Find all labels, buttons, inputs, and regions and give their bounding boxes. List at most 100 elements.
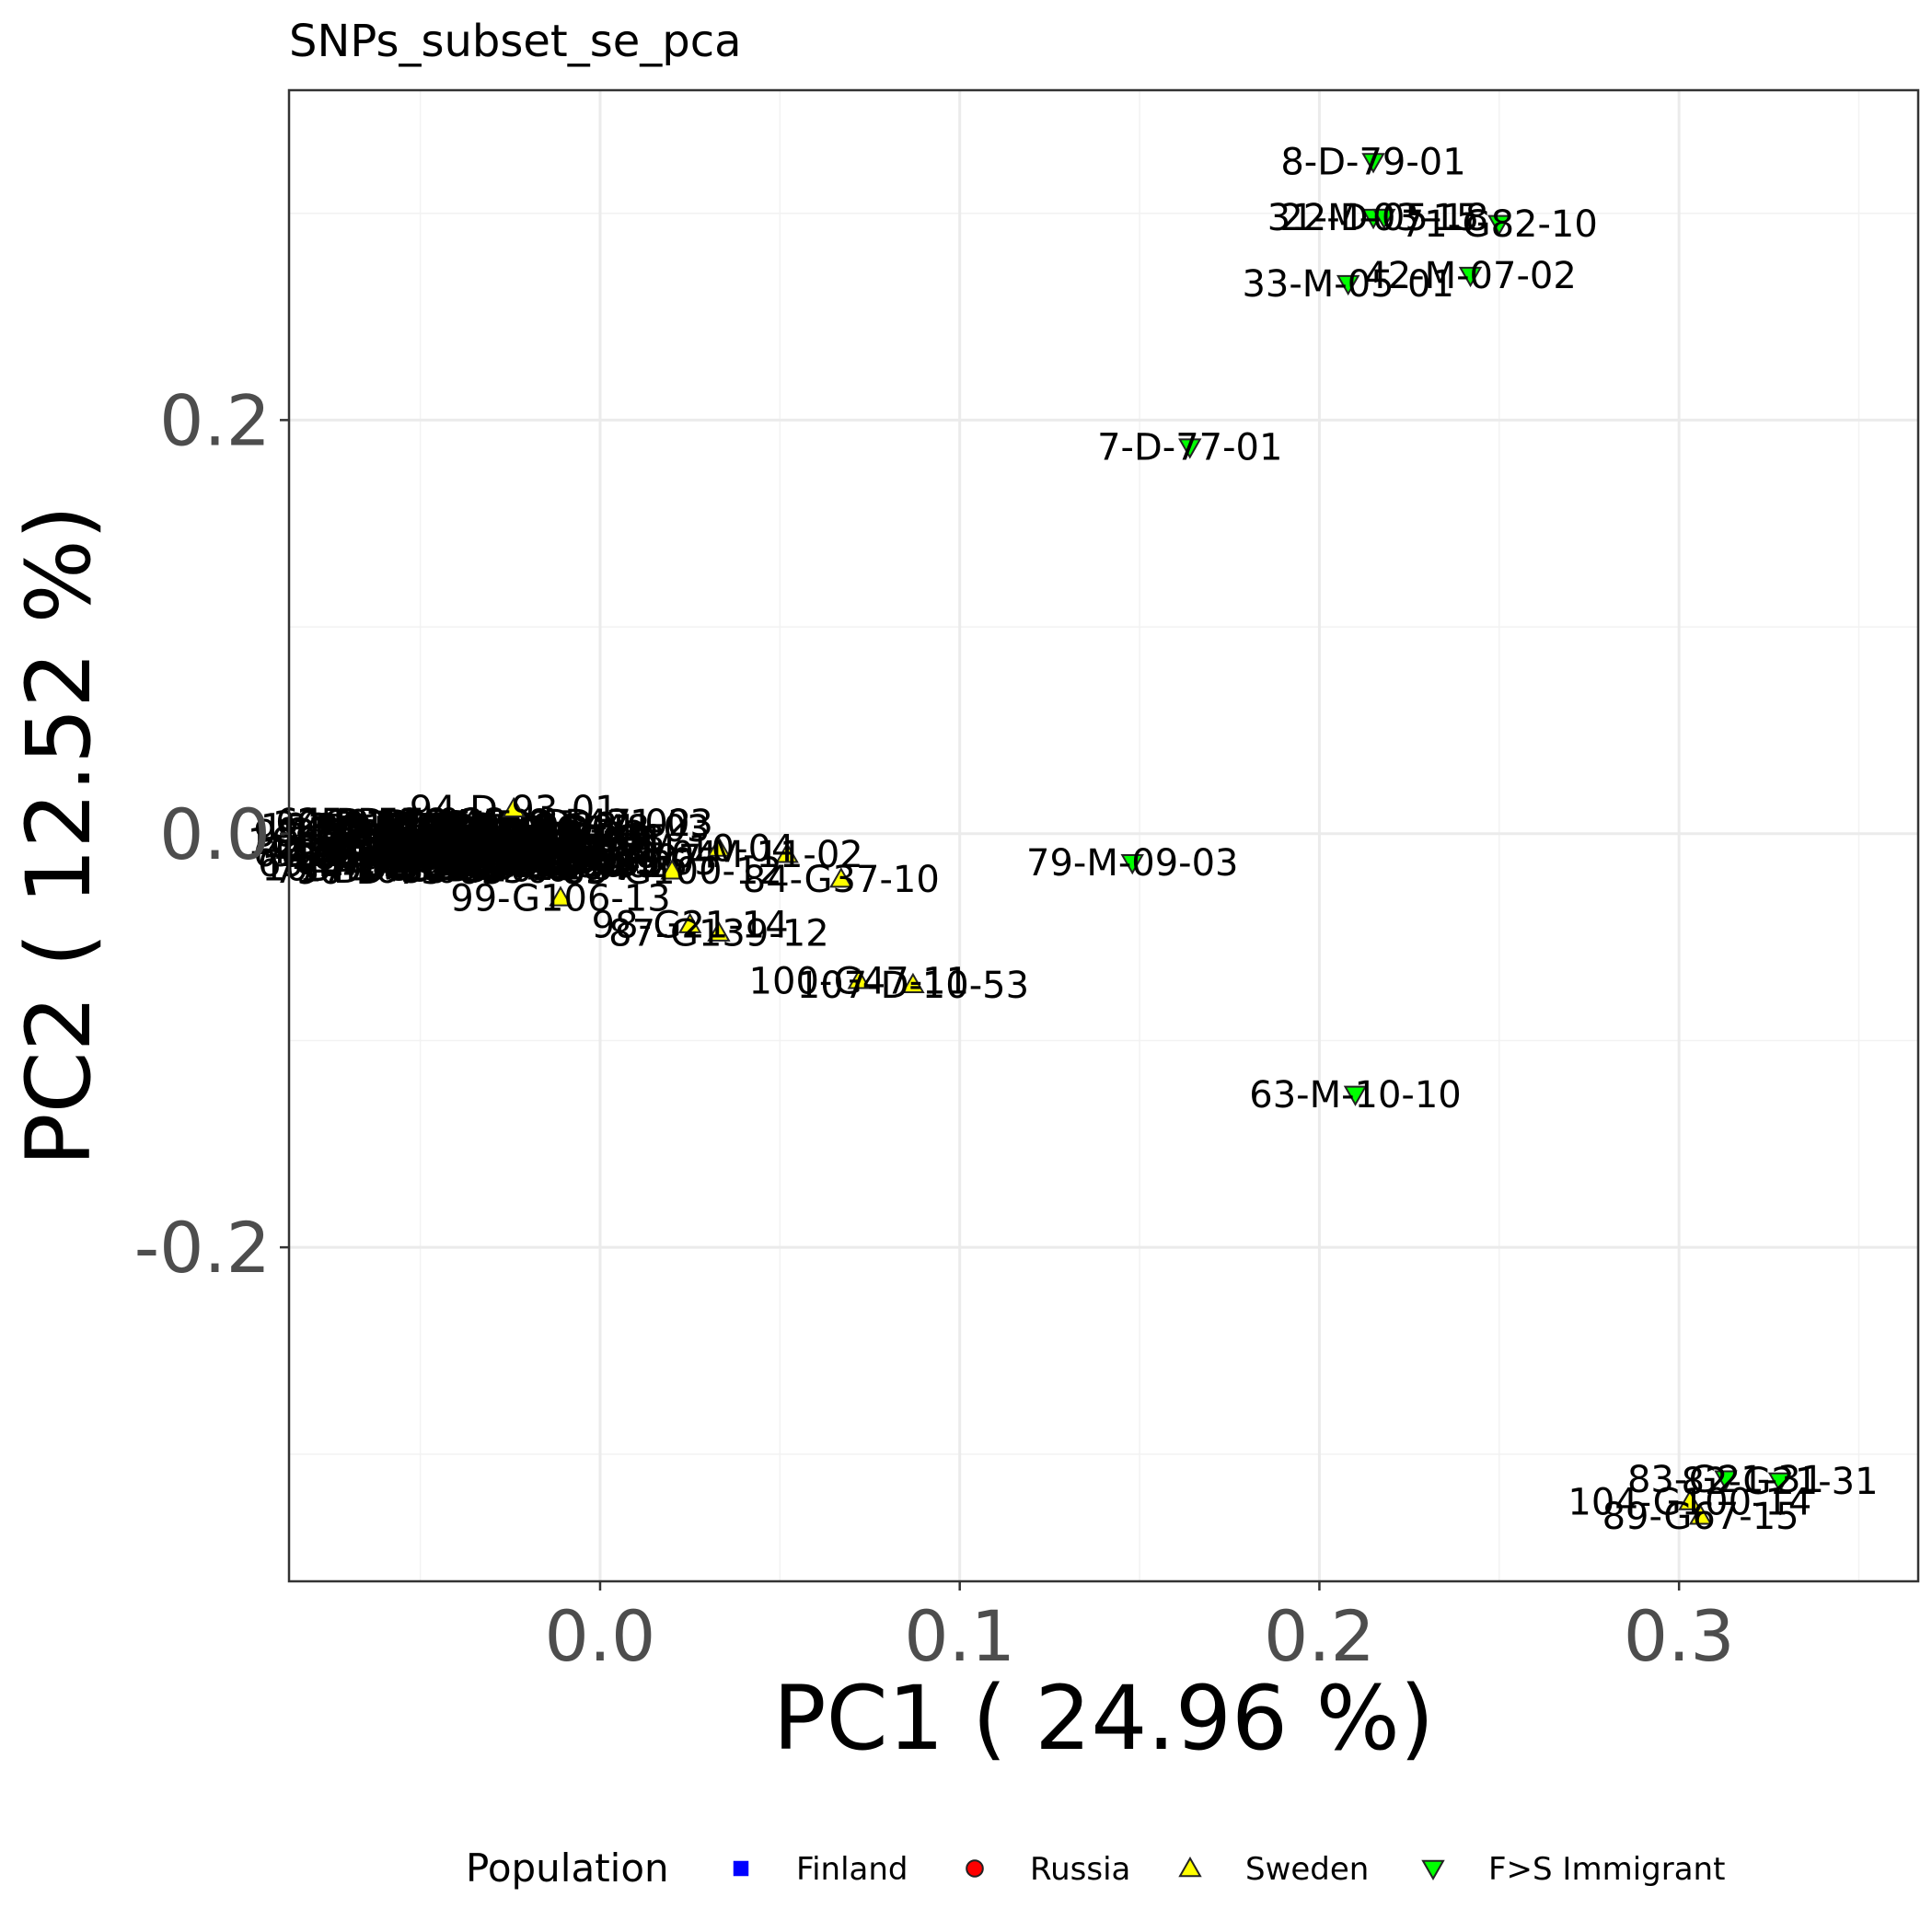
data-point-sweden (1678, 1489, 1702, 1510)
cluster-point-label: 108-D-87-06 (248, 821, 480, 863)
cluster-point-label: 56-D-50-05 (400, 850, 609, 892)
cluster-point-label: 29-D-30-03 (346, 833, 555, 875)
cluster-point-label: 101-D-82-01 (433, 819, 665, 862)
point-label: 8-D-79-01 (1280, 142, 1465, 184)
point-label: 87-G139-12 (608, 913, 828, 955)
plot-panel-border (287, 88, 1920, 1583)
cluster-point-label: 24-D-25-07 (433, 837, 642, 879)
cluster-point-label: 38-D-34-07 (414, 831, 623, 873)
cluster-point-label: 49-D-43-07 (373, 829, 582, 872)
data-point-sweden (502, 796, 526, 818)
cluster-point-label: 6-D-14-05 (422, 830, 607, 873)
cluster-point-label: 41-D-36-09 (288, 839, 497, 882)
cluster-point-label: 69-D-62-08 (258, 843, 467, 885)
cluster-point-label: 14-D-17-08 (386, 839, 595, 882)
cluster-point-label: 52-D-46-01 (324, 813, 533, 855)
x-tick-label: 0.1 (904, 1595, 1015, 1677)
cluster-point-label: 110-D-89-08 (385, 805, 617, 848)
data-point-f-s-immigrant (1120, 853, 1144, 875)
cluster-point-label: 103-D-84-03 (260, 807, 492, 850)
cluster-point-label: 57-D-51-06 (339, 833, 548, 875)
point-label: 100-G47-11 (749, 960, 969, 1002)
chart-title: SNPs_subset_se_pca (289, 16, 742, 67)
legend-key-finland (733, 1860, 749, 1877)
cluster-point-label: 10-D-15-06 (328, 812, 537, 854)
point-label: 79-M-09-03 (1026, 842, 1239, 885)
cluster-point-label: 62-D-56-02 (410, 828, 619, 871)
cluster-point-label: 45-D-39-03 (434, 818, 643, 861)
point-label: 31-M-03-15 (1267, 197, 1480, 239)
legend-label: Sweden (1245, 1851, 1369, 1888)
cluster-point-label: 78-D-70-07 (385, 848, 594, 890)
legend-key-russia (966, 1859, 984, 1878)
point-label: 104-G100-14 (1568, 1481, 1811, 1523)
data-point-sweden (707, 920, 731, 942)
data-point-f-s-immigrant (1487, 214, 1511, 236)
cluster-point-label: 81-D-72-09 (269, 833, 478, 875)
cluster-point-label: 61-D-55-01 (253, 833, 462, 875)
cluster-point-label: 21-D-23-05 (509, 841, 718, 884)
point-label: 33-M-05-01 (1242, 263, 1454, 306)
cluster-point-label: 44-D-38-02 (264, 830, 473, 873)
cluster-point-label: 106-D-86-05 (290, 836, 522, 878)
cluster-point-label: 15-D-18-09 (433, 843, 642, 885)
cluster-point-label: 96-D-80-08 (373, 814, 582, 856)
point-label: 63-M-10-10 (1249, 1074, 1462, 1116)
data-point-sweden (707, 836, 731, 857)
data-point-sweden (829, 867, 853, 888)
cluster-point-label: 109-D-88-07 (358, 832, 590, 874)
cluster-point-label: 36-D-32-05 (316, 807, 525, 850)
cluster-point-label: 60-D-54-09 (323, 804, 532, 846)
y-tick-label: 0.2 (159, 379, 271, 461)
cluster-point-label: 67-D-60-06 (285, 811, 494, 853)
cluster-point-label: 46-D-40-04 (509, 835, 718, 877)
point-label: 83-G21-31 (1627, 1459, 1824, 1501)
point-label: 84-G37-10 (743, 859, 940, 901)
point-labels: 94-D-93-01 99-G106-1385-G100-12M-10-04M-1… (410, 142, 1879, 1539)
point-label: 94-D-93-01 (410, 789, 619, 831)
data-point-f-s-immigrant (1714, 1470, 1738, 1491)
point-label: 22-D-05-18 (1279, 197, 1488, 239)
y-axis-ticks: -0.2 0.0 0.2 (134, 379, 289, 1289)
point-label: 99-G106-13 (450, 877, 670, 920)
data-point-f-s-immigrant (1372, 208, 1396, 230)
cluster-point-label: 91-D-76-04 (420, 847, 629, 889)
data-point-sweden (847, 968, 872, 989)
cluster-point-label: 73-D-65-02 (313, 809, 522, 851)
cluster-point-label: 51-D-45-09 (452, 844, 661, 886)
x-axis-ticks: 0.0 0.1 0.2 0.3 (545, 1581, 1735, 1677)
legend-key-sweden (1178, 1856, 1202, 1878)
cluster-point-label: 54-D-48-03 (501, 808, 710, 850)
point-label: M-11-02 (711, 834, 863, 876)
data-point-sweden (677, 912, 702, 933)
data-point-sweden (660, 859, 684, 880)
cluster-point-label: 43-D-37-01 (373, 846, 582, 888)
point-label: 42-M-07-02 (1364, 255, 1577, 297)
cluster-point-label: 70-D-63-09 (442, 816, 651, 859)
cluster-point-label: 16-D-19-01 (402, 827, 611, 869)
point-label: 71-G82-10 (1401, 203, 1598, 246)
cluster-point-label: 93-D-78-06 (380, 830, 589, 873)
legend: Population Finland Russia Sweden F>S Immigr… (466, 1845, 1725, 1891)
data-point-f-s-immigrant (1767, 1472, 1792, 1494)
cluster-point-label: 80-D-71-08 (327, 827, 536, 869)
cluster-point-label: 27-D-28-01 (399, 834, 607, 876)
cluster-point-label: 1-D-10-01 (395, 823, 580, 865)
cluster-point-label: 90-D-75-03 (295, 850, 504, 893)
cluster-point-label: 77-D-69-06 (479, 843, 688, 885)
cluster-point-label: 37-D-33-06 (378, 839, 587, 881)
grid-lines (289, 90, 1918, 1581)
cluster-point-label: 92-D-77-05 (360, 845, 569, 887)
point-label: 107-D-10-53 (797, 965, 1029, 1007)
y-axis-title: PC2 ( 12.52 %) (7, 505, 110, 1167)
data-point-f-s-immigrant (1178, 438, 1202, 459)
cluster-point-label: 19-D-22-04 (283, 828, 492, 871)
point-label: M-10-04 (642, 827, 794, 870)
point-label: 7-D-77-01 (1097, 427, 1282, 469)
cluster-point-label: 47-D-41-05 (369, 826, 578, 868)
data-point-f-s-immigrant (1336, 274, 1360, 296)
cluster-point-label: 74-D-66-03 (296, 849, 505, 891)
point-label: 85-G100-12 (561, 850, 781, 893)
cluster-point-label: 26-D-27-09 (371, 839, 580, 882)
cluster-point-label: 65-D-58-04 (375, 807, 584, 850)
